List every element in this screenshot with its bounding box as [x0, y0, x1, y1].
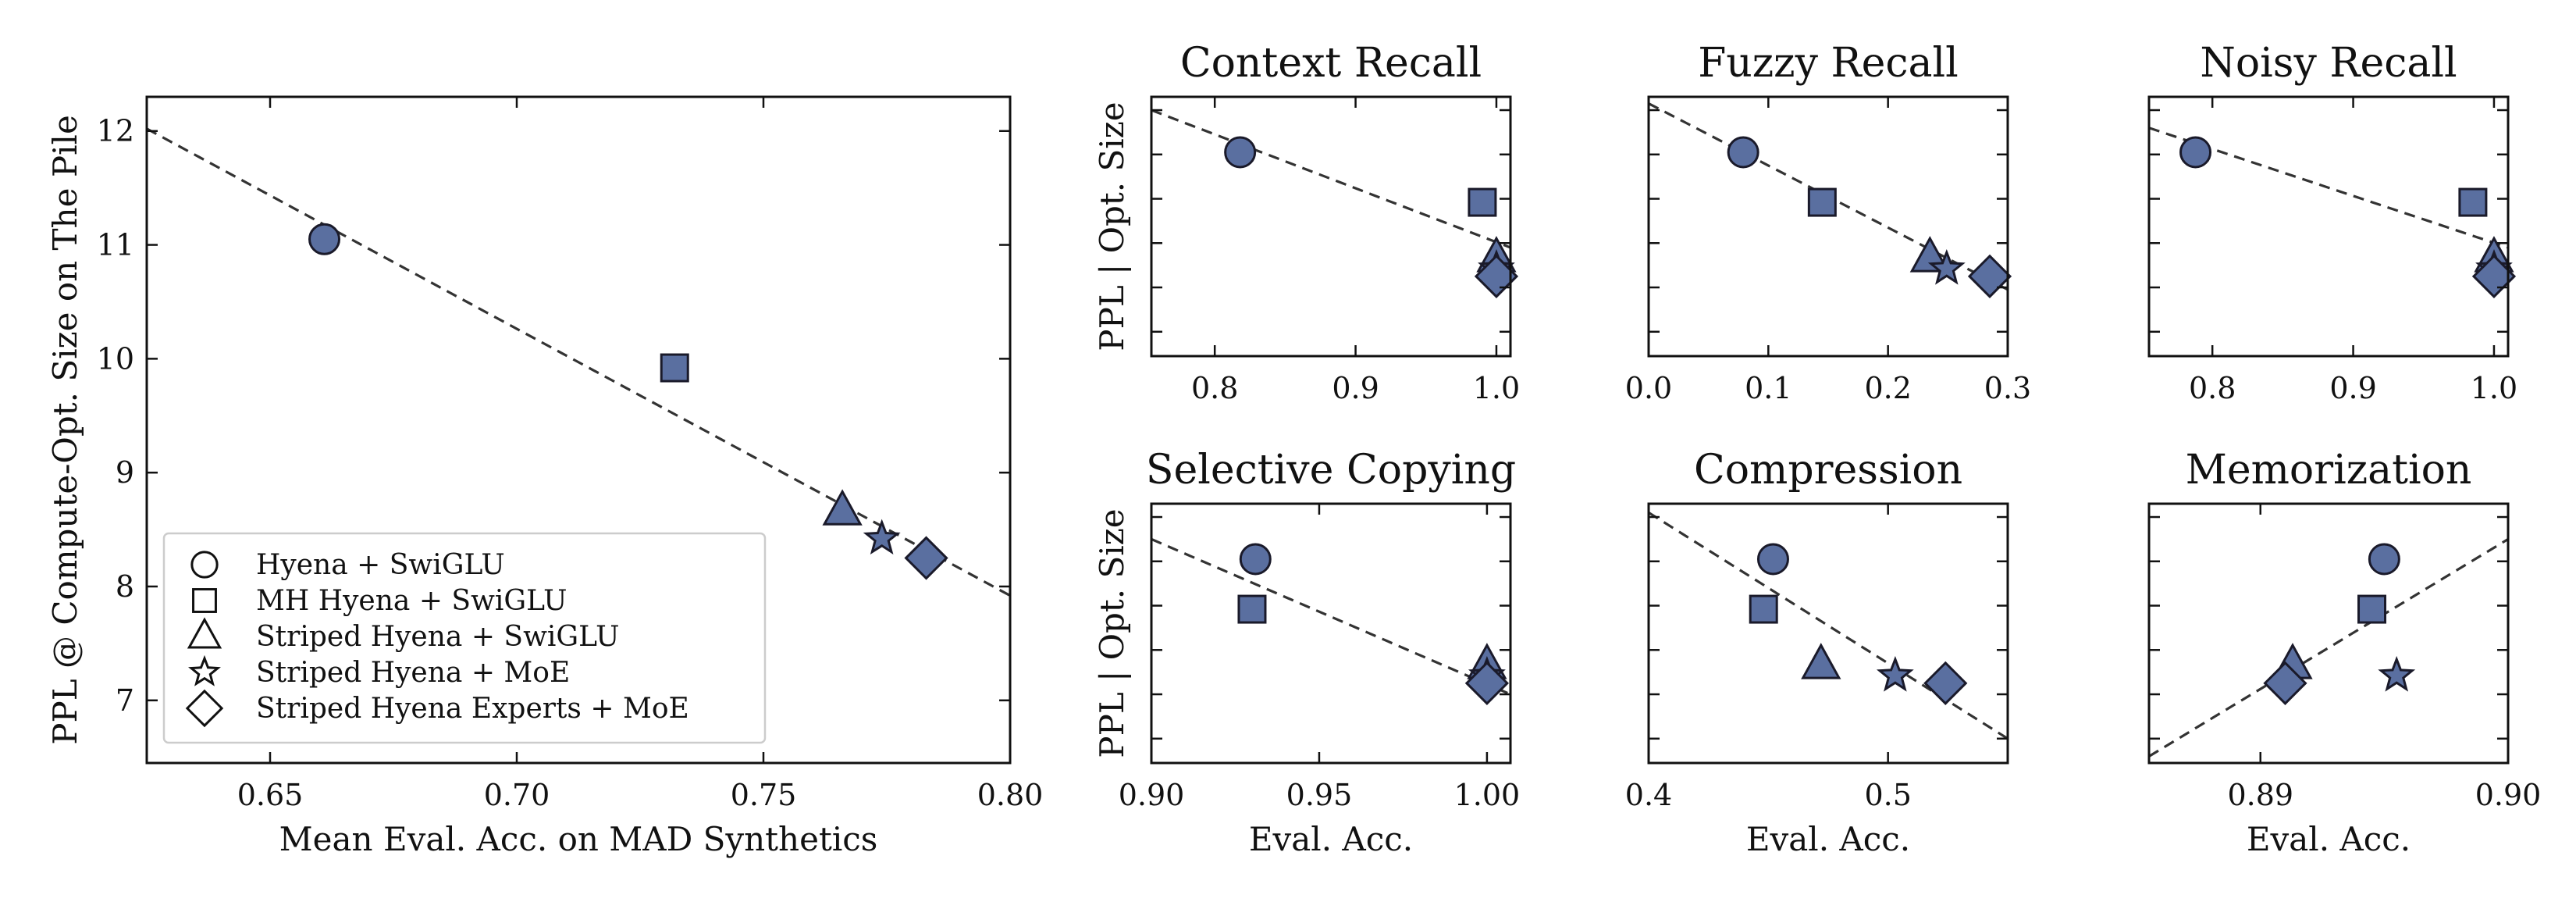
- panel-compression: 0.4 0.5 Compression Eval. Acc.: [1625, 447, 2009, 858]
- x-tick-label: 0.65: [237, 778, 304, 812]
- panel-fuzzy-recall: 0.0 0.1 0.2 0.3 Fuzzy Recall: [1625, 40, 2031, 405]
- x-tick-label: 0.8: [1191, 371, 1238, 405]
- fit-line: [1151, 537, 1510, 696]
- plot-frame: [1647, 502, 2009, 765]
- x-axis-label: Eval. Acc.: [1746, 820, 1910, 858]
- x-tick-label: 0.70: [484, 778, 550, 812]
- point-striped-hyena-swiglu: [1801, 643, 1841, 679]
- panel-selective-copying: 0.90 0.95 1.00 Selective Copying Eval. Acc. P…: [1093, 447, 1520, 858]
- point-striped-hyena-experts-moe: [1923, 661, 1968, 705]
- panel-context-recall: 0.8 0.9 1.0 Context Recall PPL | Opt. Size: [1093, 40, 1520, 405]
- y-axis-label: PPL @ Compute-Opt. Size on The Pile: [46, 115, 84, 745]
- fit-line: [147, 127, 1010, 597]
- x-tick-label: 0.95: [1286, 778, 1353, 812]
- y-axis-label: PPL | Opt. Size: [1093, 508, 1131, 758]
- panel-noisy-recall: 0.8 0.9 1.0 Noisy Recall: [2147, 40, 2517, 405]
- y-tick-label: 8: [116, 569, 134, 604]
- panel-title: Noisy Recall: [2200, 40, 2457, 87]
- point-striped-hyena-moe: [863, 519, 901, 555]
- point-striped-hyena-swiglu: [822, 489, 863, 526]
- point-mh-hyena-swiglu: [1468, 187, 1497, 217]
- point-hyena-swiglu: [308, 223, 341, 255]
- legend-triangle-icon: [187, 617, 222, 649]
- y-tick-label: 11: [97, 228, 134, 262]
- plot-frame: [1150, 502, 1512, 765]
- point-hyena-swiglu: [1224, 136, 1257, 169]
- x-tick-label: 0.9: [2329, 371, 2376, 405]
- x-tick-label: 0.8: [2189, 371, 2236, 405]
- panel-title: Memorization: [2186, 447, 2472, 494]
- point-hyena-swiglu: [1756, 543, 1789, 576]
- fit-line: [1151, 109, 1510, 249]
- legend-diamond-icon: [185, 689, 224, 728]
- x-tick-label: 0.89: [2227, 778, 2293, 812]
- x-tick-label: 0.90: [1119, 778, 1185, 812]
- x-tick-label: 0.0: [1625, 371, 1672, 405]
- fit-line: [1649, 511, 2008, 740]
- panel-title: Context Recall: [1180, 40, 1482, 87]
- plot-frame: [1150, 95, 1512, 358]
- plot-frame: [1647, 95, 2009, 358]
- legend-label: Striped Hyena Experts + MoE: [256, 693, 689, 725]
- x-tick-label: 0.2: [1864, 371, 1911, 405]
- point-hyena-swiglu: [2368, 543, 2400, 576]
- x-tick-label: 1.00: [1454, 778, 1521, 812]
- point-striped-hyena-experts-moe: [1464, 661, 1510, 705]
- x-tick-label: 0.90: [2475, 778, 2542, 812]
- point-striped-hyena-experts-moe: [1967, 254, 2012, 298]
- legend-label: Striped Hyena + SwiGLU: [256, 621, 619, 653]
- panel-memorization: 0.89 0.90 Memorization Eval. Acc.: [2147, 447, 2542, 858]
- point-mh-hyena-swiglu: [2357, 594, 2387, 624]
- point-hyena-swiglu: [1239, 543, 1272, 576]
- x-axis-label: Mean Eval. Acc. on MAD Synthetics: [279, 820, 878, 858]
- point-mh-hyena-swiglu: [1749, 594, 1778, 624]
- y-axis-label: PPL | Opt. Size: [1093, 102, 1131, 351]
- y-tick-label: 10: [97, 341, 134, 376]
- x-tick-label: 0.3: [1984, 371, 2031, 405]
- legend-label: Hyena + SwiGLU: [256, 549, 505, 581]
- plot-frame: [2147, 95, 2510, 358]
- y-tick-label: 12: [97, 114, 134, 148]
- x-tick-label: 1.0: [2471, 371, 2517, 405]
- point-striped-hyena-moe: [1876, 656, 1914, 692]
- point-striped-hyena-moe: [1927, 249, 1966, 285]
- legend-box: [162, 532, 767, 744]
- legend-star-icon: [188, 654, 221, 686]
- point-striped-hyena-moe: [2378, 656, 2416, 692]
- point-hyena-swiglu: [1727, 136, 1759, 169]
- point-striped-hyena-experts-moe: [904, 536, 948, 580]
- x-axis-label: Eval. Acc.: [2247, 820, 2411, 858]
- y-tick-label: 9: [116, 455, 134, 490]
- x-tick-label: 1.0: [1473, 371, 1520, 405]
- y-tick-label: 7: [116, 683, 134, 718]
- point-mh-hyena-swiglu: [1237, 594, 1267, 624]
- x-tick-label: 0.9: [1332, 371, 1379, 405]
- x-tick-label: 0.80: [977, 778, 1044, 812]
- chart-panels: 0.65 0.70 0.75 0.80 7 8 9 10 11 12 Mean Eval. Acc.…: [46, 40, 2541, 858]
- x-axis-label: Eval. Acc.: [1249, 820, 1413, 858]
- panel-title: Fuzzy Recall: [1698, 40, 1959, 87]
- x-tick-label: 0.5: [1864, 778, 1911, 812]
- legend-label: Striped Hyena + MoE: [256, 657, 570, 689]
- point-mh-hyena-swiglu: [1807, 187, 1837, 217]
- x-tick-label: 0.1: [1745, 371, 1791, 405]
- plot-frame: [145, 95, 1012, 765]
- legend-circle-icon: [190, 551, 219, 579]
- panel-title: Compression: [1694, 447, 1962, 494]
- legend-square-icon: [192, 588, 217, 613]
- point-hyena-swiglu: [2179, 136, 2212, 169]
- point-mh-hyena-swiglu: [2458, 187, 2488, 217]
- fit-line: [2149, 538, 2508, 758]
- legend: Hyena + SwiGLU MH Hyena + SwiGLU Striped H…: [162, 532, 767, 744]
- x-tick-label: 0.75: [731, 778, 797, 812]
- legend-label: MH Hyena + SwiGLU: [256, 585, 567, 617]
- panel-title: Selective Copying: [1146, 447, 1516, 494]
- plot-frame: [2147, 502, 2510, 765]
- point-mh-hyena-swiglu: [660, 353, 689, 383]
- panel-main: 0.65 0.70 0.75 0.80 7 8 9 10 11 12 Mean Eval. Acc.…: [46, 95, 1044, 858]
- point-striped-hyena-experts-moe: [2263, 661, 2307, 705]
- x-tick-label: 0.4: [1625, 778, 1672, 812]
